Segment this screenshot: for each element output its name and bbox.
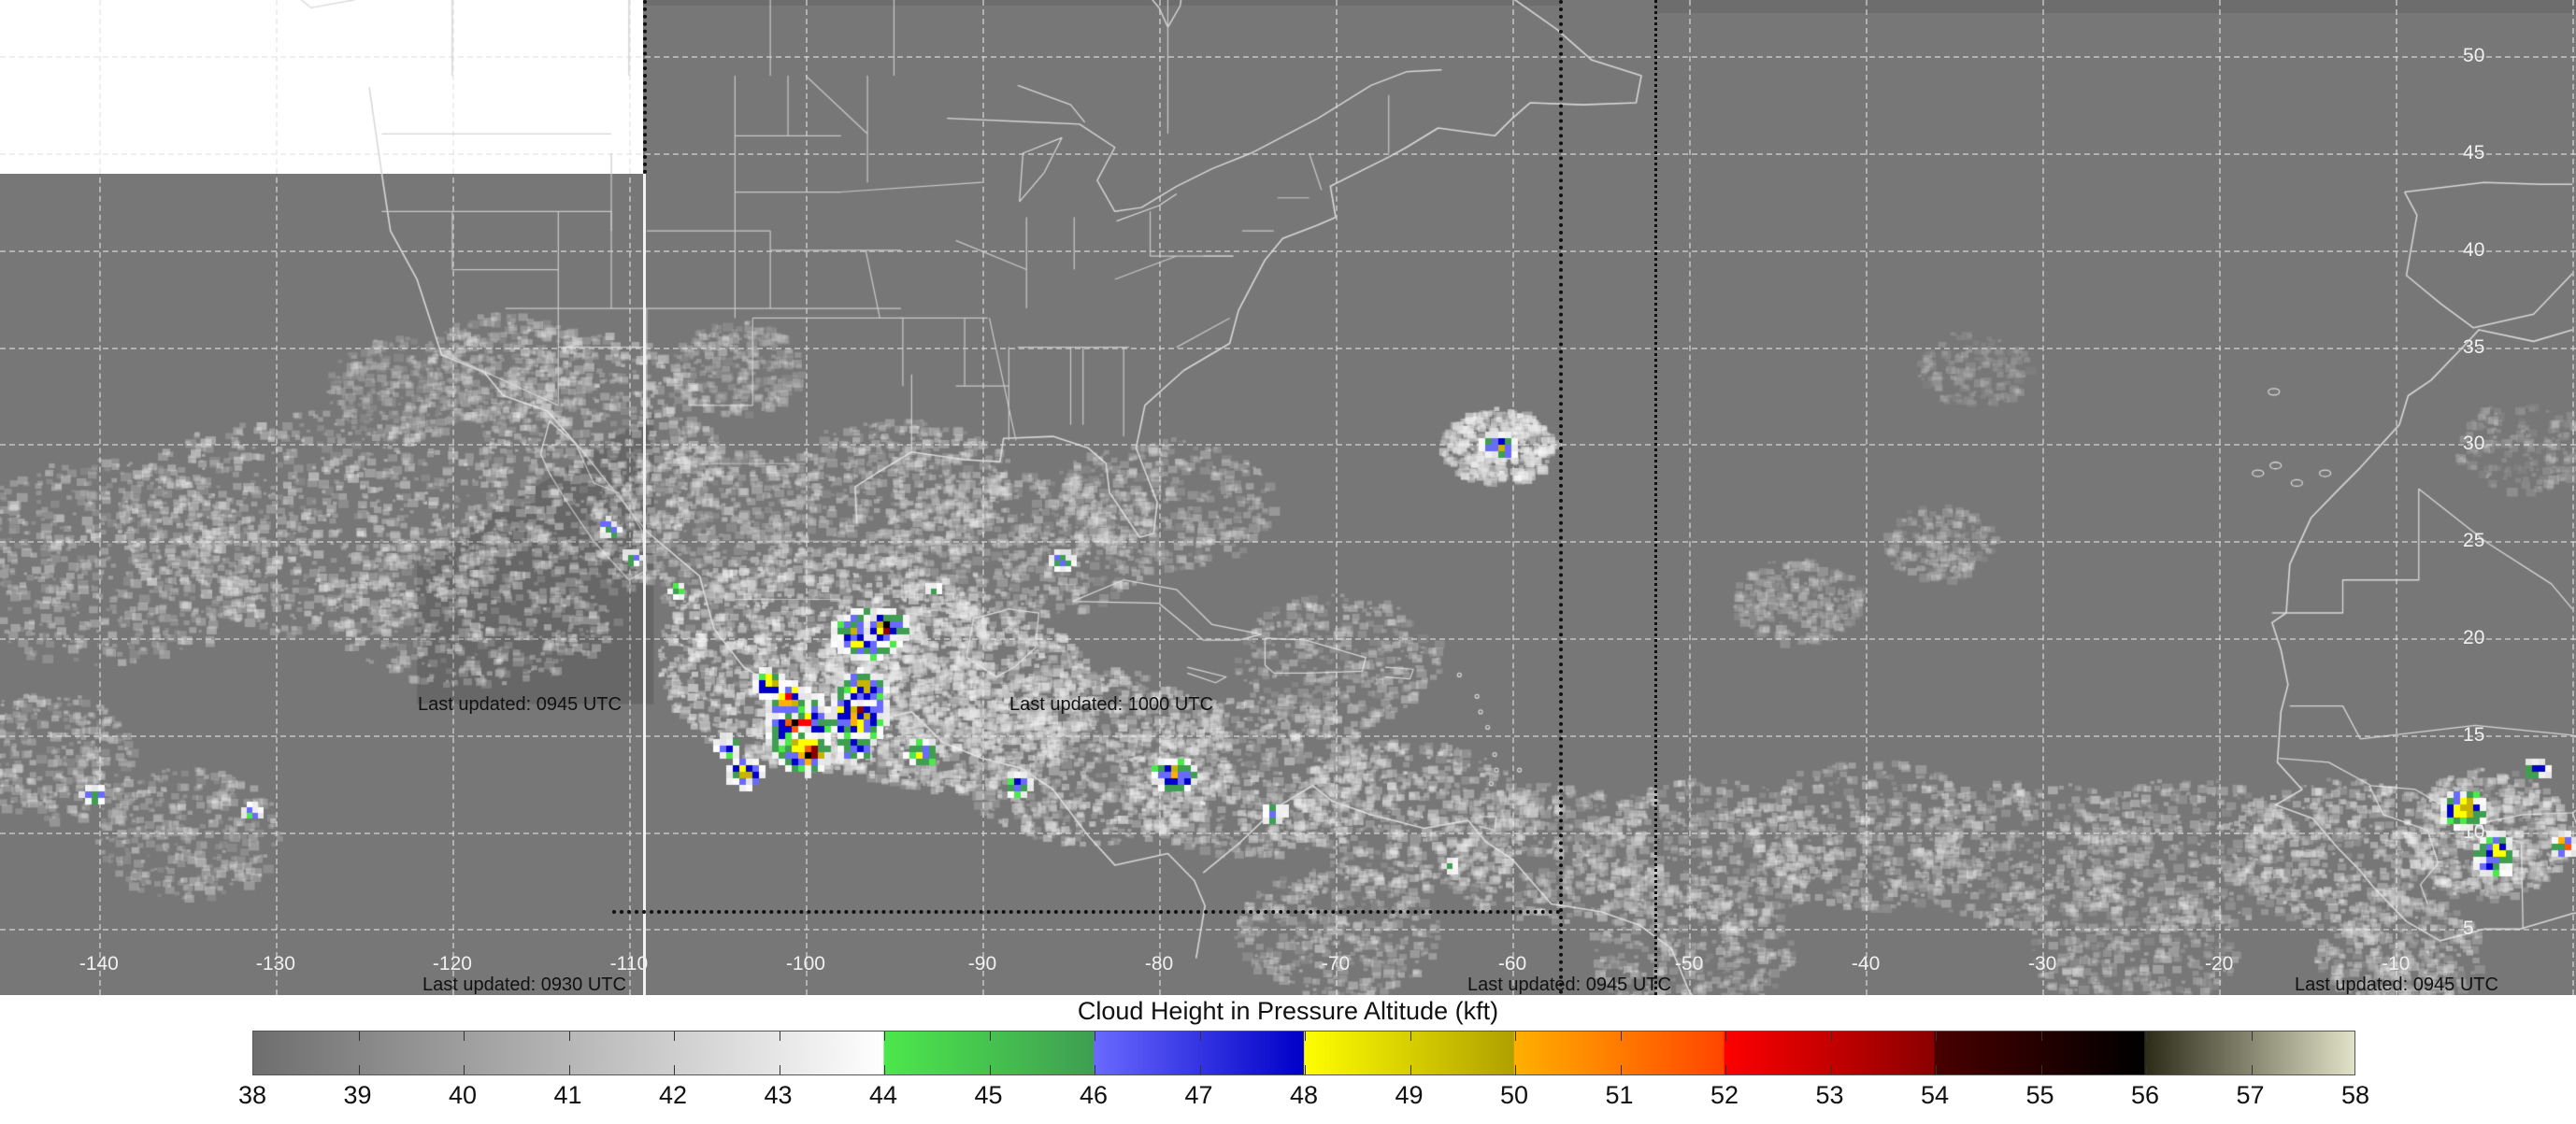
colorbar-tick-label: 38 <box>237 1081 267 1109</box>
latitude-tick-label: 10 <box>2463 820 2485 843</box>
longitude-tick-label: -40 <box>1851 953 1881 975</box>
longitude-tick-label: -30 <box>2027 953 2057 975</box>
latitude-tick-label: 30 <box>2463 433 2485 455</box>
last-updated-label: Last updated: 0930 UTC <box>422 975 626 995</box>
latitude-tick-label: 50 <box>2463 45 2485 67</box>
colorbar-tick <box>1410 1032 1411 1041</box>
colorbar-tick <box>2146 1065 2147 1074</box>
colorbar-tick <box>1515 1065 1516 1074</box>
last-updated-label: Last updated: 0945 UTC <box>418 694 622 715</box>
longitude-tick-label: -80 <box>1144 953 1174 975</box>
map-area[interactable]: Last updated: 0945 UTC Last updated: 1000… <box>0 0 2576 995</box>
mosaic-panel <box>1654 0 2576 13</box>
mosaic-panel <box>0 0 643 174</box>
colorbar-legend: Cloud Height in Pressure Altitude (kft) … <box>0 995 2576 1124</box>
colorbar-tick-label: 51 <box>1605 1081 1634 1109</box>
colorbar-tick <box>674 1065 675 1074</box>
colorbar-tick-label: 41 <box>553 1081 582 1109</box>
colorbar-tick-label: 58 <box>2340 1081 2370 1109</box>
colorbar-tick-label: 45 <box>974 1081 1003 1109</box>
colorbar-tick <box>1620 1065 1622 1074</box>
latitude-tick-label: 40 <box>2463 238 2485 261</box>
longitude-tick-label: -20 <box>2204 953 2234 975</box>
longitude-tick-label: -120 <box>432 953 472 975</box>
panel-seam-horizontal <box>612 910 1561 914</box>
colorbar-tick-label: 48 <box>1289 1081 1319 1109</box>
longitude-tick-label: -90 <box>967 953 997 975</box>
longitude-tick-label: -130 <box>255 953 295 975</box>
colorbar-tick <box>2251 1032 2253 1041</box>
colorbar-tick <box>2040 1032 2042 1041</box>
colorbar-tick-label: 55 <box>2025 1081 2054 1109</box>
colorbar-tick <box>1199 1032 1201 1041</box>
latitude-tick-label: 5 <box>2463 918 2474 940</box>
colorbar[interactable] <box>252 1031 2355 1075</box>
colorbar-tick <box>464 1032 465 1041</box>
colorbar-tick <box>989 1032 991 1041</box>
colorbar-tick-label: 54 <box>1920 1081 1950 1109</box>
latitude-tick-label: 45 <box>2463 142 2485 164</box>
longitude-tick-label: -50 <box>1674 953 1704 975</box>
colorbar-tick <box>1305 1065 1306 1074</box>
colorbar-tick-label: 39 <box>343 1081 372 1109</box>
longitude-tick-label: -140 <box>79 953 119 975</box>
colorbar-tick <box>884 1032 885 1041</box>
last-updated-label: Last updated: 0945 UTC <box>2295 975 2498 995</box>
colorbar-tick-label: 57 <box>2236 1081 2265 1109</box>
panel-seam-top-left <box>643 0 647 174</box>
longitude-tick-label: -10 <box>2382 953 2411 975</box>
legend-title: Cloud Height in Pressure Altitude (kft) <box>1077 997 1499 1025</box>
colorbar-tick <box>1936 1065 1937 1074</box>
last-updated-label: Last updated: 1000 UTC <box>1009 694 1213 715</box>
longitude-tick-label: -110 <box>609 953 649 975</box>
colorbar-tick <box>464 1065 465 1074</box>
colorbar-tick <box>1620 1032 1622 1041</box>
colorbar-tick-label: 52 <box>1710 1081 1739 1109</box>
colorbar-tick <box>1830 1032 1832 1041</box>
colorbar-tick <box>884 1065 885 1074</box>
panel-seam-vertical-west <box>643 174 646 995</box>
colorbar-tick <box>568 1065 570 1074</box>
colorbar-tick <box>2040 1065 2042 1074</box>
colorbar-tick-label: 44 <box>868 1081 898 1109</box>
colorbar-tick-label: 42 <box>658 1081 688 1109</box>
colorbar-tick <box>2146 1032 2147 1041</box>
colorbar-tick <box>358 1032 360 1041</box>
latitude-tick-label: 15 <box>2463 723 2485 746</box>
colorbar-tick <box>1830 1065 1832 1074</box>
colorbar-tick <box>1199 1065 1201 1074</box>
colorbar-tick <box>1936 1032 1937 1041</box>
colorbar-tick <box>1305 1032 1306 1041</box>
colorbar-tick <box>2251 1065 2253 1074</box>
colorbar-tick <box>674 1032 675 1041</box>
colorbar-tick-label: 56 <box>2130 1081 2160 1109</box>
colorbar-tick <box>358 1065 360 1074</box>
colorbar-tick-label: 49 <box>1395 1081 1424 1109</box>
latitude-tick-label: 25 <box>2463 530 2485 552</box>
colorbar-tick-label: 53 <box>1815 1081 1844 1109</box>
colorbar-tick-label: 50 <box>1499 1081 1529 1109</box>
colorbar-tick-label: 43 <box>764 1081 793 1109</box>
colorbar-gradient <box>253 1032 2354 1074</box>
colorbar-tick <box>1725 1032 1726 1041</box>
colorbar-tick <box>989 1065 991 1074</box>
longitude-tick-label: -100 <box>785 953 825 975</box>
colorbar-tick <box>1515 1032 1516 1041</box>
last-updated-label: Last updated: 0945 UTC <box>1467 975 1671 995</box>
colorbar-tick-label: 47 <box>1184 1081 1213 1109</box>
panel-seam-vertical-center <box>1559 0 1563 995</box>
panel-seam-vertical-east <box>1654 0 1657 995</box>
colorbar-tick-label: 46 <box>1079 1081 1109 1109</box>
longitude-tick-label: -60 <box>1497 953 1527 975</box>
colorbar-tick <box>568 1032 570 1041</box>
mosaic-panel <box>643 0 1561 6</box>
longitude-tick-label: -70 <box>1321 953 1351 975</box>
latitude-tick-label: 20 <box>2463 627 2485 648</box>
colorbar-tick <box>1725 1065 1726 1074</box>
colorbar-tick-label: 40 <box>448 1081 478 1109</box>
latitude-tick-label: 35 <box>2463 335 2485 358</box>
colorbar-tick <box>1410 1065 1411 1074</box>
